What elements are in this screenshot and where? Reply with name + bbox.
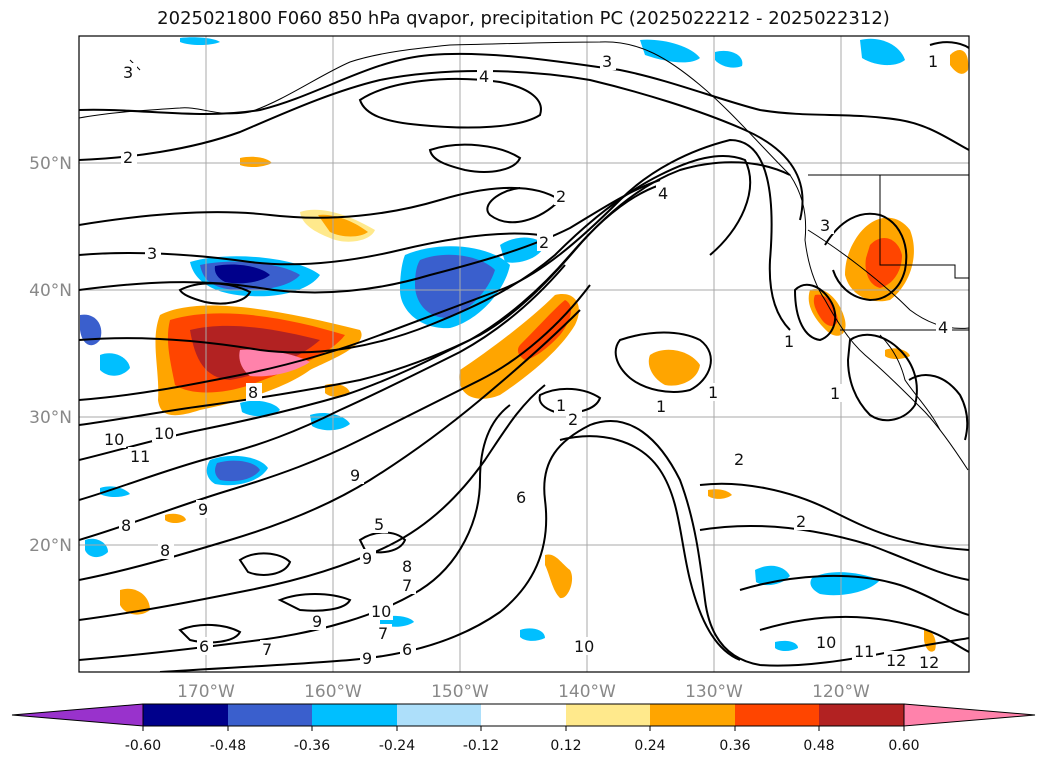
contour-label: 3 — [602, 52, 612, 71]
contour-label: 8 — [248, 383, 258, 402]
contour-label: 7 — [378, 624, 388, 643]
contour-label: 1 — [784, 332, 794, 351]
colorbar-segment — [397, 704, 481, 726]
colorbar-tick-label: 0.48 — [803, 738, 834, 754]
contour-label: 12 — [886, 651, 906, 670]
colorbar-tick-label: -0.24 — [379, 738, 415, 754]
contour-label: 8 — [160, 541, 170, 560]
lon-label: 170°W — [177, 682, 235, 702]
lon-label: 150°W — [431, 682, 489, 702]
contour-label: 11 — [130, 447, 150, 466]
lat-label: 30°N — [29, 408, 72, 428]
colorbar-tick-label: -0.36 — [294, 738, 330, 754]
colorbar-tick-label: 0.12 — [550, 738, 581, 754]
contour-label: 11 — [854, 642, 874, 661]
lat-label: 50°N — [29, 154, 72, 174]
colorbar-tick-label: 0.60 — [888, 738, 919, 754]
contour-label: 9 — [362, 649, 372, 668]
contour-label: 2 — [123, 148, 133, 167]
contour-label: 10 — [574, 637, 594, 656]
contour-label: 8 — [121, 516, 131, 535]
colorbar-segment — [143, 704, 228, 726]
colorbar-tick-label: 0.36 — [719, 738, 750, 754]
contour-label: 4 — [479, 67, 489, 86]
contour-label: 3 — [820, 216, 830, 235]
contour-label: 1 — [830, 384, 840, 403]
contour-label: 10 — [104, 430, 124, 449]
longitude-labels: 170°W 160°W 150°W 140°W 130°W 120°W — [177, 682, 870, 702]
lon-label: 130°W — [685, 682, 743, 702]
map-frame — [78, 35, 970, 673]
contour-label: 4 — [658, 184, 668, 203]
contour-label: 3 — [123, 63, 133, 82]
contour-label: 10 — [154, 424, 174, 443]
colorbar: -0.60 -0.48 -0.36 -0.24 -0.12 0.12 0.24 … — [11, 703, 1036, 754]
contour-label: 5 — [374, 515, 384, 534]
colorbar-segment — [481, 704, 566, 726]
contour-label: 9 — [362, 549, 372, 568]
contour-label: 1 — [928, 52, 938, 71]
lon-label: 120°W — [812, 682, 870, 702]
contour-label: 4 — [938, 318, 948, 337]
colorbar-segment — [819, 704, 904, 726]
colorbar-tick-label: -0.48 — [210, 738, 246, 754]
lat-label: 20°N — [29, 536, 72, 556]
precipitation-shading — [80, 37, 969, 652]
contour-label: 7 — [402, 576, 412, 595]
contour-label: 8 — [402, 557, 412, 576]
colorbar-tick-label: 0.24 — [634, 738, 665, 754]
colorbar-extend-max — [903, 703, 1036, 727]
contour-label: 9 — [198, 500, 208, 519]
contour-label: 2 — [568, 410, 578, 429]
contour-label: 1 — [656, 397, 666, 416]
contour-label: 10 — [371, 602, 391, 621]
contour-label: 12 — [919, 653, 939, 672]
colorbar-segment — [566, 704, 650, 726]
contour-label: 2 — [556, 187, 566, 206]
colorbar-extend-min — [11, 703, 144, 727]
contour-labels: 3 4 3 1 2 3 2 2 4 3 1 4 1 8 — [102, 52, 952, 672]
lon-label: 140°W — [558, 682, 616, 702]
contour-label: 6 — [402, 640, 412, 659]
contour-label: 1 — [556, 396, 566, 415]
contour-label: 2 — [539, 233, 549, 252]
contour-label: 9 — [312, 612, 322, 631]
colorbar-tick-label: -0.60 — [125, 738, 161, 754]
latitude-labels: 50°N 40°N 30°N 20°N — [29, 154, 72, 556]
colorbar-tick-label: -0.12 — [463, 738, 499, 754]
contour-label: 1 — [708, 383, 718, 402]
contour-label: 6 — [199, 637, 209, 656]
contour-label: 7 — [262, 640, 272, 659]
contour-label: 2 — [796, 512, 806, 531]
contour-label: 6 — [516, 488, 526, 507]
colorbar-segment — [650, 704, 735, 726]
contour-label: 3 — [147, 244, 157, 263]
colorbar-segment — [312, 704, 397, 726]
contour-label: 9 — [350, 466, 360, 485]
colorbar-segment — [735, 704, 819, 726]
chart-title: 2025021800 F060 850 hPa qvapor, precipit… — [157, 8, 890, 29]
lat-label: 40°N — [29, 281, 72, 301]
colorbar-segment — [228, 704, 312, 726]
lon-label: 160°W — [304, 682, 362, 702]
contour-label: 10 — [816, 633, 836, 652]
graticule — [79, 36, 969, 672]
contour-label: 2 — [734, 450, 744, 469]
